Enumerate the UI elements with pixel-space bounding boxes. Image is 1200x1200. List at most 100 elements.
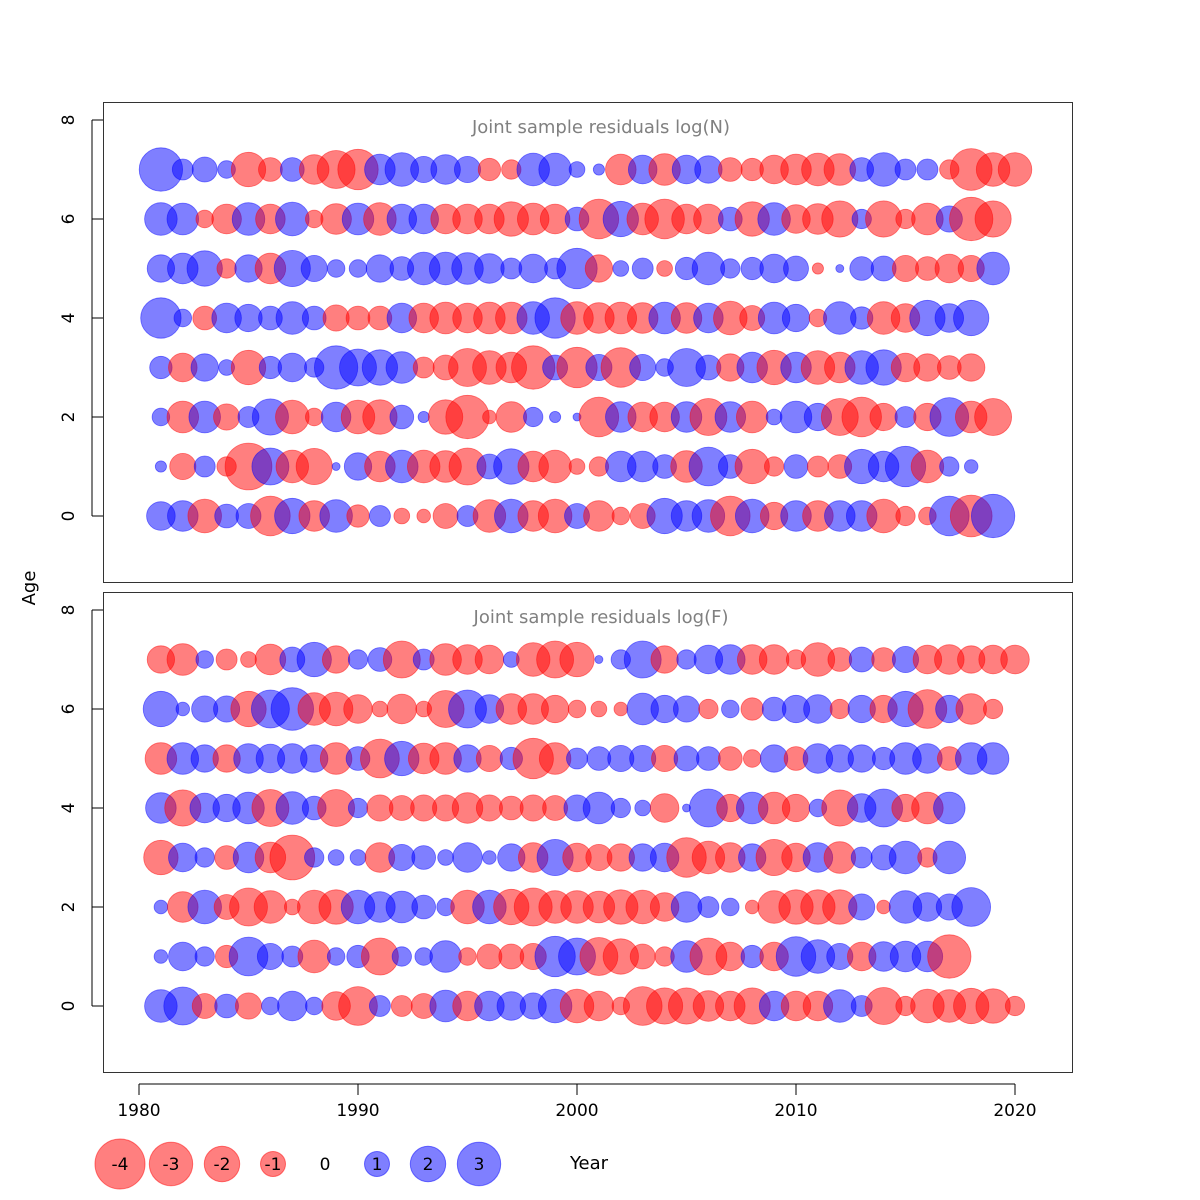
legend-bubble [148, 1141, 194, 1187]
residual-bubble [673, 695, 701, 723]
x-tick-label: 2000 [555, 1101, 598, 1121]
residual-bubble [153, 899, 169, 915]
residual-bubble [559, 641, 595, 678]
residual-bubble [193, 455, 216, 478]
residual-bubble [676, 649, 697, 670]
residual-bubble [482, 409, 497, 425]
residual-bubble [694, 155, 723, 184]
residual-bubble [913, 353, 942, 382]
residual-bubble [538, 152, 572, 187]
size-legend: -4 -3 -2 -1 0 1 2 3 [94, 1138, 502, 1190]
y-tick-label: 2 [59, 412, 79, 423]
residual-bubble [759, 744, 789, 773]
y-tick-label: 6 [59, 704, 79, 715]
residual-bubble [391, 946, 412, 967]
residual-bubble [476, 943, 503, 970]
residual-bubble [736, 400, 769, 434]
residual-bubble [453, 155, 481, 183]
residual-bubble [670, 891, 703, 923]
residual-bubble [888, 840, 923, 875]
residual-bubble [321, 645, 351, 674]
residual-bubble [347, 797, 369, 819]
legend-label: 0 [320, 1155, 331, 1175]
residual-bubble [386, 693, 418, 725]
residual-bubble [586, 746, 612, 771]
residual-bubble [168, 941, 198, 972]
residual-bubble [195, 209, 214, 229]
residual-bubble [191, 993, 218, 1019]
residual-bubble [1004, 995, 1026, 1017]
residual-bubble [811, 262, 824, 275]
residual-bubble [240, 651, 257, 668]
residual-bubble [171, 158, 194, 181]
residual-bubble [876, 899, 891, 915]
residual-bubble [213, 403, 241, 431]
x-tick-label: 1980 [117, 1101, 160, 1121]
residual-bubble [649, 793, 680, 823]
residual-bubble [951, 887, 991, 927]
residual-bubble [261, 996, 280, 1016]
residual-bubble [166, 202, 200, 236]
residual-bubble [582, 791, 616, 825]
residual-bubble [894, 158, 917, 181]
residual-bubble [190, 353, 219, 382]
legend-label: 1 [372, 1155, 383, 1175]
panel-bottom-frame [103, 592, 1073, 1073]
residual-bubble [835, 264, 845, 273]
residual-bubble [976, 251, 1010, 286]
residual-bubble [927, 934, 972, 979]
residual-bubble [894, 406, 917, 428]
residual-bubble [326, 947, 346, 966]
residual-bubble [783, 255, 809, 282]
panel-top: Joint sample residuals log(N) 0 2 4 6 8 [59, 102, 1073, 583]
residual-bubble [720, 258, 741, 279]
y-tick-label: 8 [59, 115, 79, 126]
residual-bubble [452, 842, 483, 873]
y-tick-label: 4 [59, 803, 79, 814]
residual-bubble [275, 399, 310, 435]
residual-bubble [295, 447, 333, 485]
residual-bubble [568, 161, 586, 178]
residual-bubble [590, 700, 608, 718]
residual-bubble [175, 701, 191, 717]
y-tick-label: 8 [59, 605, 79, 616]
residual-bubble [610, 797, 631, 819]
x-tick-label: 2010 [774, 1101, 817, 1121]
legend-label: -4 [112, 1155, 129, 1175]
residual-bubble [631, 257, 654, 280]
residual-bubble [848, 646, 875, 673]
residual-bubble [691, 251, 726, 286]
panel-top-title: Joint sample residuals log(N) [471, 117, 730, 138]
residual-bubble [300, 254, 328, 282]
residual-bubble [871, 647, 896, 672]
residual-bubble [583, 990, 615, 1022]
legend-bubble [94, 1138, 146, 1190]
residual-bubble [432, 503, 459, 529]
residual-bubble [540, 694, 570, 724]
residual-bubble [829, 698, 850, 720]
residual-bubble [475, 745, 503, 773]
residual-bubble [781, 793, 811, 823]
panel-bottom-y-axis: 0 2 4 6 8 [59, 605, 103, 1011]
residual-bubble [477, 157, 501, 182]
residual-bubble [584, 254, 614, 283]
residual-bubble [697, 896, 720, 918]
residual-bubble [234, 992, 262, 1020]
residual-bubble [970, 493, 1016, 539]
residual-bubble [594, 655, 604, 664]
residual-bubble [326, 259, 346, 278]
residual-bubble [549, 410, 562, 423]
residual-bubble [916, 158, 939, 181]
residual-bubble [523, 406, 544, 428]
residual-bubble [866, 498, 901, 534]
residual-bubble [305, 209, 324, 229]
panel-bottom-title: Joint sample residuals log(F) [473, 607, 729, 628]
y-axis-title: Age [19, 571, 40, 606]
residual-bubble [253, 890, 288, 924]
residual-bubble [458, 947, 477, 966]
residual-bubble [567, 699, 587, 719]
residual-bubble [955, 693, 987, 725]
panel-top-frame [103, 102, 1073, 583]
residual-bubble [763, 456, 785, 477]
